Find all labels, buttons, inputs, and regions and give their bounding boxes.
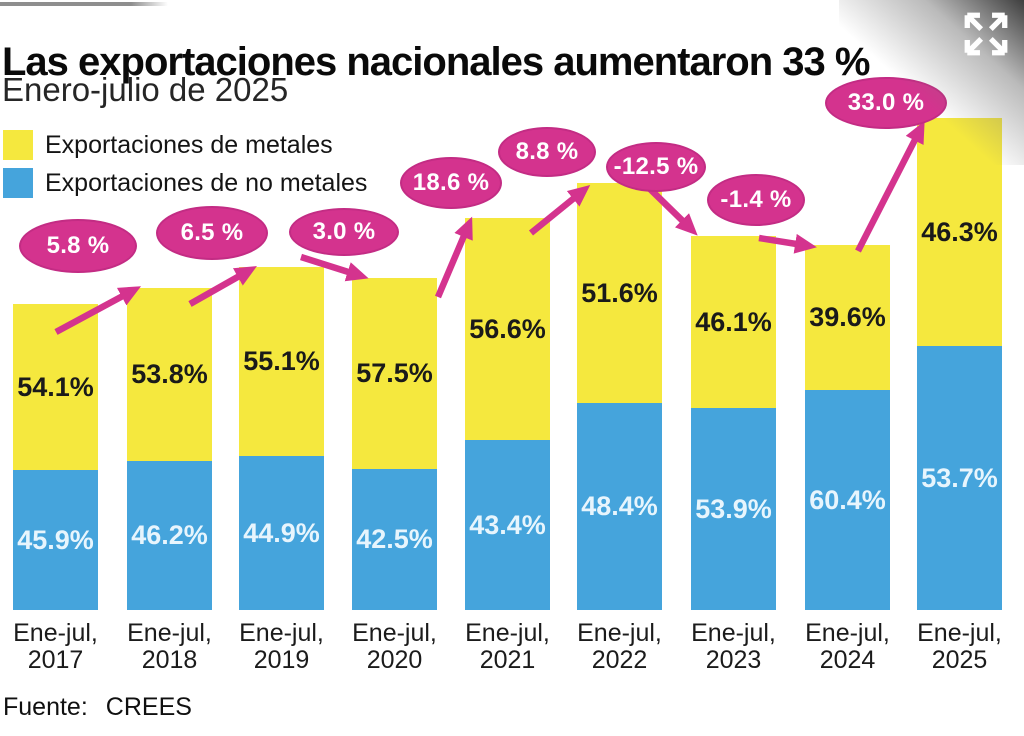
non-metals-value-label: 46.2% xyxy=(131,520,208,550)
metals-value-label: 46.3% xyxy=(921,216,998,247)
growth-bubble-2019: 6.5 % xyxy=(156,206,268,260)
metals-segment-2024: 39.6% xyxy=(805,245,890,390)
x-tick-2020: Ene-jul, 2020 xyxy=(352,619,437,674)
metals-value-label: 57.5% xyxy=(356,358,433,388)
legend-item-metales: Exportaciones de metales xyxy=(3,126,367,164)
metals-value-label: 51.6% xyxy=(581,277,658,308)
bar-2022: 51.6% 48.4% xyxy=(577,183,662,610)
non-metals-segment-2024: 60.4% xyxy=(805,390,890,610)
x-tick-2017: Ene-jul, 2017 xyxy=(13,619,98,674)
bar-2023: 46.1% 53.9% xyxy=(691,236,776,610)
source-line: Fuente: CREES xyxy=(3,693,192,722)
growth-bubble-2020: 3.0 % xyxy=(289,208,399,256)
non-metals-segment-2023: 53.9% xyxy=(691,408,776,610)
non-metals-value-label: 43.4% xyxy=(469,509,546,540)
x-tick-2025: Ene-jul, 2025 xyxy=(917,619,1002,674)
bar-2024: 39.6% 60.4% xyxy=(805,245,890,610)
legend-item-no-metales: Exportaciones de no metales xyxy=(3,164,367,202)
non-metals-value-label: 60.4% xyxy=(809,484,886,515)
metals-segment-2019: 55.1% xyxy=(239,267,324,456)
growth-arrow-2025 xyxy=(855,120,925,253)
page-title: Las exportaciones nacionales aumentaron … xyxy=(2,39,870,84)
bar-2017: 54.1% 45.9% xyxy=(13,304,98,610)
non-metals-color-swatch xyxy=(3,168,33,198)
legend-label: Exportaciones de metales xyxy=(45,130,333,159)
source-label: Fuente: xyxy=(3,693,88,721)
growth-bubble-2024: -1.4 % xyxy=(707,174,805,226)
bar-2019: 55.1% 44.9% xyxy=(239,267,324,610)
x-tick-2022: Ene-jul, 2022 xyxy=(577,619,662,674)
non-metals-value-label: 53.9% xyxy=(695,493,772,524)
growth-bubble-2025: 33.0 % xyxy=(825,77,947,129)
metals-segment-2025: 46.3% xyxy=(917,118,1002,346)
non-metals-segment-2018: 46.2% xyxy=(127,461,212,610)
metals-segment-2017: 54.1% xyxy=(13,304,98,470)
growth-bubble-2021: 18.6 % xyxy=(400,157,502,209)
legend: Exportaciones de metales Exportaciones d… xyxy=(3,126,367,202)
non-metals-value-label: 45.9% xyxy=(17,524,94,555)
non-metals-segment-2020: 42.5% xyxy=(352,469,437,610)
x-tick-2021: Ene-jul, 2021 xyxy=(465,619,550,674)
legend-label: Exportaciones de no metales xyxy=(45,168,368,197)
page-subtitle: Enero-julio de 2025 xyxy=(2,71,289,108)
bar-2025: 46.3% 53.7% xyxy=(917,118,1002,610)
non-metals-segment-2021: 43.4% xyxy=(465,440,550,610)
non-metals-value-label: 53.7% xyxy=(921,462,998,493)
metals-value-label: 53.8% xyxy=(131,359,208,389)
top-divider xyxy=(0,2,168,6)
expand-arrows-glyph xyxy=(964,12,1008,56)
non-metals-segment-2022: 48.4% xyxy=(577,403,662,610)
non-metals-value-label: 42.5% xyxy=(356,524,433,554)
metals-color-swatch xyxy=(3,130,33,160)
non-metals-value-label: 44.9% xyxy=(243,517,320,548)
non-metals-value-label: 48.4% xyxy=(581,491,658,521)
metals-value-label: 56.6% xyxy=(469,313,546,344)
x-tick-2019: Ene-jul, 2019 xyxy=(239,619,324,674)
x-tick-2024: Ene-jul, 2024 xyxy=(805,619,890,674)
metals-segment-2022: 51.6% xyxy=(577,183,662,403)
bar-2021: 56.6% 43.4% xyxy=(465,218,550,610)
bar-2018: 53.8% 46.2% xyxy=(127,288,212,610)
x-tick-2018: Ene-jul, 2018 xyxy=(127,619,212,674)
metals-value-label: 39.6% xyxy=(809,302,886,332)
x-tick-2023: Ene-jul, 2023 xyxy=(691,619,776,674)
bar-2020: 57.5% 42.5% xyxy=(352,278,437,610)
metals-segment-2020: 57.5% xyxy=(352,278,437,469)
non-metals-segment-2025: 53.7% xyxy=(917,346,1002,610)
growth-bubble-2018: 5.8 % xyxy=(19,219,137,273)
metals-value-label: 46.1% xyxy=(695,306,772,337)
expand-arrows-icon[interactable] xyxy=(957,5,1015,63)
growth-bubble-2023: -12.5 % xyxy=(606,142,706,192)
non-metals-segment-2019: 44.9% xyxy=(239,456,324,610)
metals-segment-2023: 46.1% xyxy=(691,236,776,408)
metals-segment-2018: 53.8% xyxy=(127,288,212,461)
growth-bubble-2022: 8.8 % xyxy=(498,127,596,177)
non-metals-segment-2017: 45.9% xyxy=(13,470,98,610)
metals-value-label: 55.1% xyxy=(243,346,320,376)
source-value: CREES xyxy=(105,693,192,721)
metals-segment-2021: 56.6% xyxy=(465,218,550,440)
metals-value-label: 54.1% xyxy=(17,371,94,402)
